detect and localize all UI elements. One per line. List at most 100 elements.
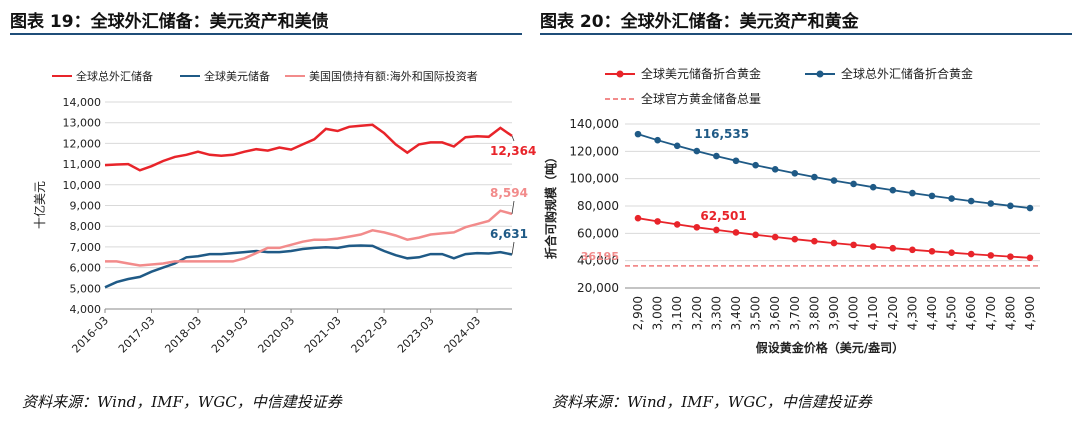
series-point-0 xyxy=(673,221,681,228)
series-point-1 xyxy=(752,161,759,169)
x-tick-label: 2016-03 xyxy=(69,314,111,356)
x-tick-label: 3,000 xyxy=(651,296,665,330)
series-point-1 xyxy=(1007,202,1014,210)
x-tick-label: 3,700 xyxy=(788,296,802,330)
x-tick-label: 3,500 xyxy=(749,296,763,330)
left-line-chart: 全球总外汇储备 全球美元储备 美国国债持有额:海外和国际投资者 4,000 5,000 6… xyxy=(32,69,536,356)
series-line-0 xyxy=(104,123,513,172)
x-tick-label: 4,200 xyxy=(886,296,900,330)
x-tick-label: 4,300 xyxy=(905,296,919,330)
series-point-1 xyxy=(869,183,877,191)
end-value-label-1: 6,631 xyxy=(490,227,528,241)
left-source-note: 资料来源：Wind，IMF，WGC，中信建投证券 xyxy=(22,393,342,411)
series-point-0 xyxy=(869,243,877,250)
left-title-rule xyxy=(10,33,522,35)
annotation-label-2: 36195 xyxy=(581,250,619,263)
x-tick-label: 2021-03 xyxy=(302,314,344,356)
series-line-1 xyxy=(637,133,1031,209)
series-point-1 xyxy=(673,142,681,150)
series-point-1 xyxy=(634,130,642,138)
y-tick-label: 40,000 xyxy=(577,254,619,268)
series-point-1 xyxy=(791,169,799,177)
x-tick-label: 2,900 xyxy=(631,296,645,330)
x-tick-label: 2020-03 xyxy=(255,314,297,356)
series-point-0 xyxy=(948,249,955,257)
series-point-0 xyxy=(771,233,779,241)
series-point-1 xyxy=(811,173,818,181)
y-tick-label: 11,000 xyxy=(63,158,102,171)
y-tick-label: 13,000 xyxy=(63,117,102,130)
x-tick-label: 2019-03 xyxy=(209,314,251,356)
y-tick-label: 4,000 xyxy=(70,303,102,316)
series-point-0 xyxy=(791,235,799,243)
series-point-1 xyxy=(693,147,701,155)
x-tick-label: 3,400 xyxy=(729,296,743,330)
series-point-1 xyxy=(771,166,779,173)
x-tick-label: 2023-03 xyxy=(395,314,437,356)
legend-marker-0 xyxy=(616,70,624,78)
x-tick-label: 4,000 xyxy=(847,296,861,330)
legend-label-2: 美国国债持有额:海外和国际投资者 xyxy=(309,69,478,83)
right-title-rule xyxy=(540,33,1072,35)
annotation-label-0: 62,501 xyxy=(700,209,746,223)
x-tick-label: 3,600 xyxy=(768,296,782,330)
left-chart-title: 图表 19：全球外汇储备：美元资产和美债 xyxy=(10,12,329,32)
y-tick-label: 9,000 xyxy=(70,200,102,213)
end-value-label-0: 12,364 xyxy=(490,144,536,158)
x-tick-label: 2017-03 xyxy=(116,314,158,356)
series-point-0 xyxy=(732,229,740,236)
series-point-0 xyxy=(634,214,642,222)
y-tick-label: 7,000 xyxy=(70,241,102,254)
x-tick-label: 3,200 xyxy=(690,296,704,330)
y-tick-label: 8,000 xyxy=(70,220,102,233)
y-tick-label: 100,000 xyxy=(569,172,619,186)
series-point-1 xyxy=(948,195,955,202)
legend-label-2: 全球官方黄金储备总量 xyxy=(641,91,761,106)
y-tick-label: 60,000 xyxy=(577,226,619,240)
series-point-0 xyxy=(1026,254,1034,262)
series-point-0 xyxy=(987,252,995,259)
series-point-0 xyxy=(752,231,759,239)
y-tick-label: 80,000 xyxy=(577,199,619,213)
series-point-1 xyxy=(850,180,857,188)
x-tick-label: 4,900 xyxy=(1023,296,1037,330)
label-leader-line xyxy=(511,135,515,142)
x-tick-label: 4,100 xyxy=(866,296,880,330)
right-chart-panel: 图表 20：全球外汇储备：美元资产和黄金 全球美元储备折合黄金 全球总外汇储备折合… xyxy=(530,0,1080,422)
end-value-label-2: 8,594 xyxy=(490,186,528,200)
x-axis-title: 假设黄金价格（美元/盎司） xyxy=(756,340,904,355)
series-point-1 xyxy=(967,197,975,205)
y-tick-label: 5,000 xyxy=(70,282,102,295)
y-axis-title: 十亿美元 xyxy=(32,181,47,229)
x-tick-label: 2024-03 xyxy=(442,314,484,356)
legend-label-1: 全球总外汇储备折合黄金 xyxy=(841,66,973,81)
y-tick-label: 20,000 xyxy=(577,281,619,295)
x-tick-label: 3,800 xyxy=(807,296,821,330)
legend-label-0: 全球总外汇储备 xyxy=(76,69,153,83)
series-point-0 xyxy=(889,244,897,252)
series-point-0 xyxy=(693,223,701,231)
series-point-0 xyxy=(928,247,936,255)
label-leader-line xyxy=(511,241,515,255)
right-chart-title: 图表 20：全球外汇储备：美元资产和黄金 xyxy=(540,12,859,32)
y-tick-label: 12,000 xyxy=(63,137,102,150)
x-tick-label: 4,400 xyxy=(925,296,939,330)
series-point-1 xyxy=(830,177,838,184)
series-point-1 xyxy=(928,192,936,200)
y-axis-title: 折合可购规模（吨） xyxy=(543,151,558,259)
series-point-0 xyxy=(1007,253,1014,260)
series-point-0 xyxy=(830,239,838,247)
series-point-1 xyxy=(654,136,661,144)
series-point-0 xyxy=(909,246,916,254)
series-point-1 xyxy=(713,152,720,160)
series-point-1 xyxy=(987,200,995,207)
series-point-1 xyxy=(889,186,897,194)
series-line-1 xyxy=(104,244,513,289)
annotation-label-1: 116,535 xyxy=(694,127,749,141)
legend-marker-1 xyxy=(816,70,824,78)
x-tick-label: 4,500 xyxy=(945,296,959,330)
x-tick-label: 3,100 xyxy=(670,296,684,330)
x-tick-label: 2022-03 xyxy=(349,314,391,356)
x-tick-label: 3,300 xyxy=(709,296,723,330)
